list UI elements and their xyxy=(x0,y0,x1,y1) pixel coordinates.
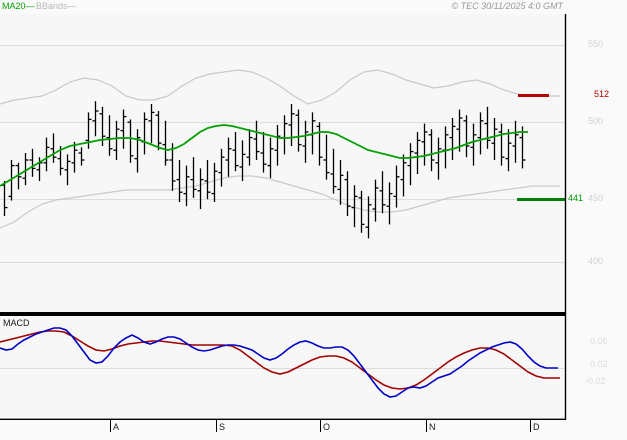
marker-label-resistance: 512 xyxy=(594,89,609,99)
macd-tick--0.02: -0.02 xyxy=(585,376,606,386)
chart-screenshot: MA20— BBands— © TEC 30/11/2025 4:0 GMT xyxy=(0,0,627,440)
x-tick-label-D: D xyxy=(533,422,540,432)
x-tick-label-A: A xyxy=(113,422,119,432)
macd-main-line xyxy=(0,328,558,397)
x-tick-label-O: O xyxy=(323,422,330,432)
price-tick-500: 500 xyxy=(588,116,603,126)
price-tick-550: 550 xyxy=(588,39,603,49)
macd-tick-0.06: 0.06 xyxy=(590,336,608,346)
price-tick-450: 450 xyxy=(588,193,603,203)
bbands-upper-line xyxy=(0,70,560,104)
macd-signal-line xyxy=(0,331,560,389)
axis-lines xyxy=(0,14,566,420)
x-tick-label-N: N xyxy=(429,422,436,432)
x-axis-ticks xyxy=(111,419,531,432)
panel-separator xyxy=(0,312,565,316)
macd-tick-0.02: 0.02 xyxy=(590,359,608,369)
macd-panel-title: MACD xyxy=(3,318,30,328)
marker-label-support: 441 xyxy=(568,193,583,203)
chart-canvas xyxy=(0,0,627,440)
bbands-lower-line xyxy=(0,176,560,228)
ohlc-bars xyxy=(2,101,526,238)
price-tick-400: 400 xyxy=(588,256,603,266)
x-tick-label-S: S xyxy=(219,422,225,432)
